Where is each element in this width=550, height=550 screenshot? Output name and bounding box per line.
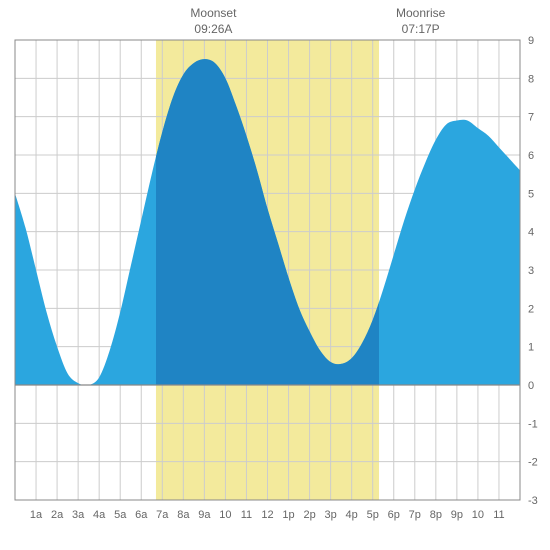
chart-svg: -3-2-101234567891a2a3a4a5a6a7a8a9a101112… <box>0 0 550 550</box>
svg-text:8a: 8a <box>177 509 190 521</box>
svg-text:5a: 5a <box>114 509 127 521</box>
svg-text:-3: -3 <box>528 495 538 507</box>
label-title: Moonrise <box>396 6 445 22</box>
svg-text:3: 3 <box>528 265 534 277</box>
svg-text:9p: 9p <box>451 509 463 521</box>
svg-text:10: 10 <box>472 509 484 521</box>
label-title: Moonset <box>190 6 236 22</box>
svg-text:8p: 8p <box>430 509 442 521</box>
svg-text:7: 7 <box>528 112 534 124</box>
svg-text:1p: 1p <box>282 509 294 521</box>
svg-text:-1: -1 <box>528 418 538 430</box>
svg-text:0: 0 <box>528 380 534 392</box>
label-time: 07:17P <box>396 22 445 38</box>
moonrise-label: Moonrise07:17P <box>396 6 445 37</box>
moonset-label: Moonset09:26A <box>190 6 236 37</box>
svg-text:4a: 4a <box>93 509 106 521</box>
svg-text:9: 9 <box>528 35 534 47</box>
svg-text:5p: 5p <box>367 509 379 521</box>
svg-text:2a: 2a <box>51 509 64 521</box>
svg-text:11: 11 <box>493 509 504 521</box>
svg-text:-2: -2 <box>528 457 538 469</box>
svg-text:4p: 4p <box>346 509 358 521</box>
svg-text:5: 5 <box>528 188 534 200</box>
svg-text:3p: 3p <box>325 509 337 521</box>
svg-text:10: 10 <box>219 509 231 521</box>
svg-text:3a: 3a <box>72 509 85 521</box>
svg-text:9a: 9a <box>198 509 211 521</box>
svg-text:1: 1 <box>528 342 534 354</box>
svg-text:11: 11 <box>241 509 252 521</box>
svg-text:2: 2 <box>528 303 534 315</box>
svg-text:4: 4 <box>528 227 534 239</box>
svg-text:6a: 6a <box>135 509 148 521</box>
svg-text:12: 12 <box>261 509 273 521</box>
svg-text:7p: 7p <box>409 509 421 521</box>
svg-text:2p: 2p <box>303 509 315 521</box>
svg-text:6: 6 <box>528 150 534 162</box>
svg-text:7a: 7a <box>156 509 169 521</box>
svg-text:6p: 6p <box>388 509 400 521</box>
svg-text:8: 8 <box>528 73 534 85</box>
label-time: 09:26A <box>190 22 236 38</box>
svg-text:1a: 1a <box>30 509 43 521</box>
tide-chart: -3-2-101234567891a2a3a4a5a6a7a8a9a101112… <box>0 0 550 550</box>
